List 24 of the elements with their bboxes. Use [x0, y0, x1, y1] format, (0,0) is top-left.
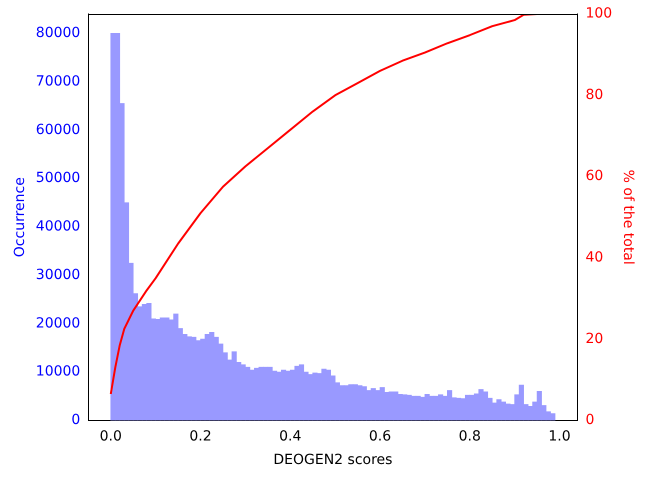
y2-tick-label: 100 [585, 6, 612, 22]
x-tick-label: 1.0 [548, 428, 571, 444]
y-tick-label: 30000 [36, 266, 80, 283]
y-tick-label: 70000 [36, 73, 80, 90]
x-axis-title: DEOGEN2 scores [273, 452, 392, 468]
y-tick-label: 0 [71, 412, 80, 428]
x-tick-label: 0.4 [279, 428, 302, 444]
y-tick-label: 10000 [36, 364, 80, 380]
y2-axis-title: % of the total [620, 170, 636, 265]
y2-tick-label: 80 [585, 86, 604, 103]
y2-tick-label: 0 [585, 412, 594, 428]
x-tick-label: 0.8 [458, 428, 481, 444]
x-tick-label: 0.0 [100, 428, 122, 444]
y-tick-label: 60000 [36, 122, 80, 138]
y-tick-label: 50000 [36, 170, 80, 186]
y-tick-label: 80000 [36, 24, 80, 41]
y-tick-label: 20000 [36, 315, 80, 332]
y-tick-label: 40000 [36, 218, 80, 235]
y2-tick-label: 60 [585, 168, 604, 184]
y2-tick-label: 40 [585, 249, 604, 266]
x-tick-label: 0.2 [189, 428, 212, 444]
y2-tick-label: 20 [585, 330, 604, 347]
x-tick-label: 0.6 [368, 428, 392, 444]
y-axis-title: Occurrence [12, 177, 28, 258]
